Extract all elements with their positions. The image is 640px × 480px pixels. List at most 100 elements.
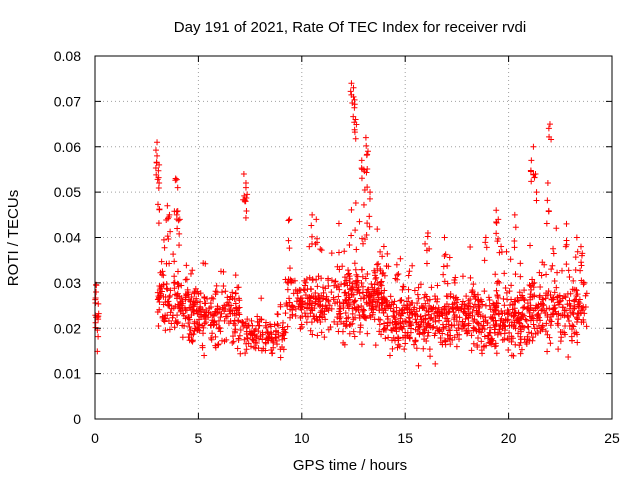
data-point bbox=[500, 295, 507, 302]
data-point bbox=[175, 217, 182, 224]
data-point bbox=[571, 286, 578, 293]
data-point bbox=[361, 307, 368, 314]
data-point bbox=[434, 309, 441, 316]
data-point bbox=[528, 178, 535, 185]
data-point bbox=[530, 143, 537, 150]
data-point bbox=[240, 170, 247, 177]
data-point bbox=[484, 320, 491, 327]
data-point bbox=[452, 305, 459, 312]
data-point bbox=[341, 289, 348, 296]
data-point bbox=[258, 295, 265, 302]
data-point bbox=[549, 262, 556, 269]
data-point bbox=[176, 230, 183, 237]
data-point bbox=[479, 350, 486, 357]
data-point bbox=[432, 305, 439, 312]
data-point bbox=[504, 307, 511, 314]
data-point bbox=[427, 315, 434, 322]
data-point bbox=[553, 311, 560, 318]
data-point bbox=[390, 312, 397, 319]
data-point bbox=[542, 295, 549, 302]
data-point bbox=[342, 310, 349, 317]
data-point bbox=[383, 298, 390, 305]
data-point bbox=[506, 288, 513, 295]
data-point bbox=[350, 328, 357, 335]
data-point bbox=[163, 217, 170, 224]
data-point bbox=[350, 93, 357, 100]
data-point bbox=[341, 341, 348, 348]
data-point bbox=[562, 323, 569, 330]
data-point bbox=[522, 316, 529, 323]
data-point bbox=[187, 327, 194, 334]
data-point bbox=[529, 276, 536, 283]
data-point bbox=[480, 318, 487, 325]
data-point bbox=[385, 316, 392, 323]
data-point bbox=[274, 311, 281, 318]
data-point bbox=[349, 280, 356, 287]
data-point bbox=[243, 346, 250, 353]
data-point bbox=[358, 157, 365, 164]
data-point bbox=[449, 301, 456, 308]
data-point bbox=[439, 330, 446, 337]
data-point bbox=[244, 316, 251, 323]
data-point bbox=[193, 307, 200, 314]
data-point bbox=[401, 346, 408, 353]
data-point bbox=[366, 223, 373, 230]
data-point bbox=[372, 272, 379, 279]
data-point bbox=[406, 334, 413, 341]
data-point bbox=[405, 294, 412, 301]
data-point bbox=[384, 250, 391, 257]
data-point bbox=[336, 310, 343, 317]
data-point bbox=[423, 260, 430, 267]
data-point bbox=[320, 284, 327, 291]
data-point bbox=[293, 298, 300, 305]
data-point bbox=[434, 296, 441, 303]
data-point bbox=[201, 352, 208, 359]
data-point bbox=[343, 315, 350, 322]
data-point bbox=[527, 296, 534, 303]
data-point bbox=[563, 241, 570, 248]
data-point bbox=[358, 175, 365, 182]
data-point bbox=[155, 167, 162, 174]
data-point bbox=[201, 320, 208, 327]
data-point bbox=[489, 335, 496, 342]
y-tick-label: 0.08 bbox=[54, 48, 81, 64]
data-point bbox=[570, 323, 577, 330]
data-point bbox=[554, 320, 561, 327]
data-point bbox=[284, 286, 291, 293]
data-point bbox=[243, 328, 250, 335]
data-point bbox=[397, 255, 404, 262]
data-point bbox=[155, 323, 162, 330]
data-point bbox=[341, 281, 348, 288]
data-point bbox=[258, 316, 265, 323]
data-point bbox=[352, 199, 359, 206]
data-point bbox=[479, 325, 486, 332]
data-point bbox=[191, 289, 198, 296]
data-point bbox=[498, 243, 505, 250]
data-point bbox=[219, 337, 226, 344]
data-point bbox=[187, 270, 194, 277]
data-point bbox=[578, 309, 585, 316]
data-point bbox=[214, 306, 221, 313]
data-point bbox=[390, 334, 397, 341]
data-point bbox=[516, 289, 523, 296]
data-point bbox=[346, 330, 353, 337]
data-point bbox=[309, 331, 316, 338]
data-point bbox=[422, 300, 429, 307]
data-point bbox=[571, 330, 578, 337]
data-point bbox=[501, 270, 508, 277]
data-point bbox=[173, 176, 180, 183]
data-point bbox=[348, 232, 355, 239]
data-point bbox=[275, 333, 282, 340]
data-point bbox=[349, 310, 356, 317]
data-point bbox=[156, 206, 163, 213]
data-point bbox=[551, 289, 558, 296]
data-point bbox=[345, 270, 352, 277]
data-point bbox=[168, 320, 175, 327]
data-point bbox=[178, 282, 185, 289]
data-point bbox=[154, 308, 161, 315]
data-point bbox=[351, 304, 358, 311]
data-point bbox=[580, 316, 587, 323]
data-point bbox=[264, 328, 271, 335]
data-point bbox=[367, 189, 374, 196]
data-point bbox=[348, 206, 355, 213]
